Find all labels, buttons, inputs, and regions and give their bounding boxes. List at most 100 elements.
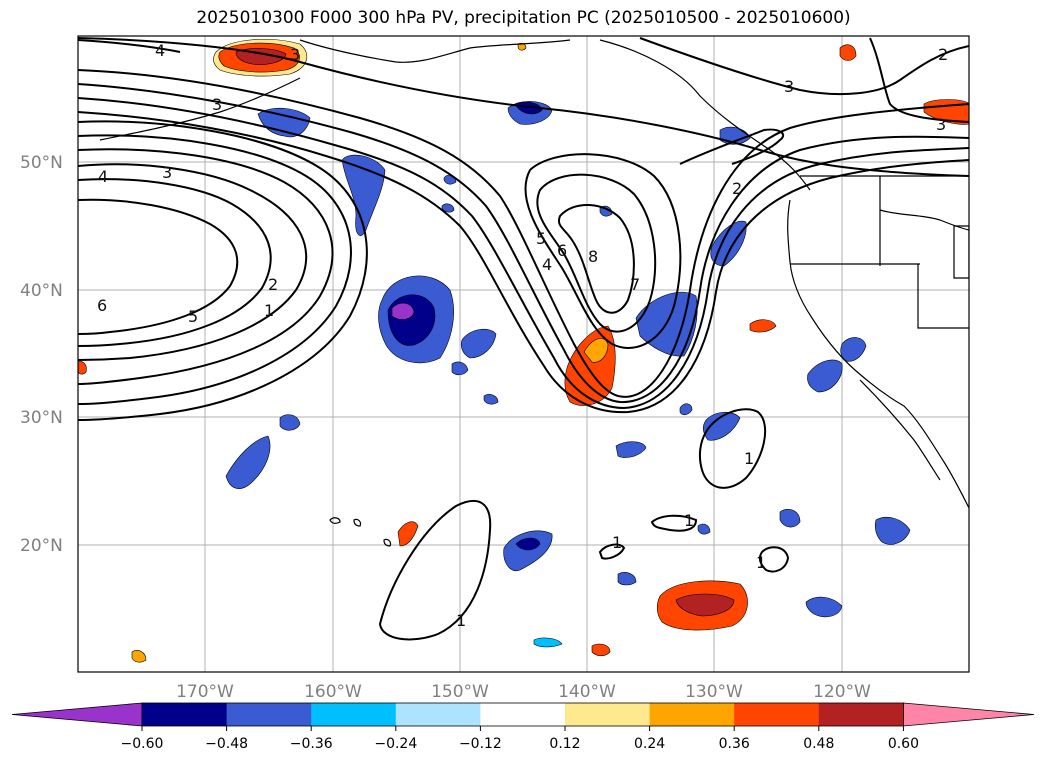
precip-blob (805, 596, 843, 618)
contour-label: 2 (938, 45, 948, 64)
contour-label: 1 (744, 449, 754, 468)
lon-label: 120°W (813, 682, 871, 702)
contour-line (78, 148, 334, 385)
colorbar-outline (141, 702, 904, 727)
contour-label: 5 (536, 229, 546, 248)
contour-line (78, 83, 969, 404)
precip-blob (779, 509, 801, 528)
contour-label: 4 (542, 255, 552, 274)
lon-label: 150°W (431, 682, 489, 702)
contour-label: 5 (188, 307, 198, 326)
precip-blob (460, 328, 497, 359)
precip-blob (591, 643, 611, 657)
contour-label: 6 (97, 296, 107, 315)
contour-label: 1 (612, 533, 622, 552)
precip-blob (615, 441, 647, 458)
colorbar-cell (649, 703, 735, 726)
colorbar-cell (311, 703, 397, 726)
contour-line (78, 134, 352, 405)
contour-line (758, 546, 790, 573)
lon-label: 160°W (304, 682, 362, 702)
latitude-labels: 50°N 40°N 30°N 20°N (20, 153, 63, 556)
contour-line (78, 111, 969, 414)
contour-line (78, 39, 181, 53)
contour-label: 8 (588, 247, 598, 266)
colorbar-label: 0.12 (549, 736, 580, 752)
precip-blob (839, 44, 857, 61)
contour-line (698, 408, 767, 489)
lon-label: 130°W (685, 682, 743, 702)
contour-line (869, 37, 969, 123)
colorbar-label: −0.12 (459, 736, 502, 752)
lat-label: 30°N (20, 408, 63, 428)
contour-label: 3 (290, 45, 300, 64)
precip-blob (515, 537, 541, 551)
longitude-labels: 170°W 160°W 150°W 140°W 130°W 120°W (176, 682, 871, 702)
pv-contours (78, 37, 969, 641)
colorbar-cell (142, 703, 228, 726)
colorbar: −0.60 −0.48 −0.36 −0.24 −0.12 0.12 0.24 0.36 0.4… (11, 702, 1035, 752)
contour-label: 1 (756, 553, 766, 572)
colorbar-cell (395, 703, 481, 726)
contour-label: 1 (684, 511, 694, 530)
colorbar-label: −0.24 (374, 736, 417, 752)
precip-blob (517, 42, 527, 51)
contour-label: 3 (784, 77, 794, 96)
precip-blob (710, 220, 747, 267)
contour-line (78, 37, 969, 177)
colorbar-label: −0.36 (290, 736, 333, 752)
contour-label: 1 (456, 611, 466, 630)
precip-blob (702, 411, 741, 441)
map-title: 2025010300 F000 300 hPa PV, precipitatio… (196, 8, 851, 28)
precip-positive-areas (78, 39, 969, 663)
contour-label: 4 (98, 167, 108, 186)
colorbar-label: 0.24 (634, 736, 665, 752)
contour-line (78, 97, 969, 410)
contour-line (78, 198, 239, 335)
contour-label: 4 (155, 41, 165, 60)
contour-label: 1 (264, 301, 274, 320)
precip-blob (225, 435, 271, 489)
coastlines (99, 39, 969, 547)
contour-line (78, 69, 969, 398)
precip-blob (279, 414, 301, 431)
coastline-alaska (299, 39, 571, 63)
contour-label: 3 (162, 163, 172, 182)
coastline-baja (859, 379, 941, 481)
colorbar-cell (818, 703, 904, 726)
colorbar-label: −0.60 (121, 736, 164, 752)
colorbar-label: −0.48 (205, 736, 248, 752)
island (353, 518, 362, 527)
island (329, 517, 341, 524)
state-border (879, 209, 969, 231)
precip-blob (697, 523, 711, 535)
map-frame (77, 35, 970, 673)
precip-blob (131, 650, 147, 663)
state-border (917, 264, 969, 329)
coastline-bc (599, 39, 811, 191)
precip-blob (675, 593, 735, 617)
precip-blob (503, 530, 553, 572)
contour-label: 3 (936, 115, 946, 134)
coastline-aleutians (99, 77, 301, 141)
contour-line (639, 37, 969, 96)
colorbar-extend-high (903, 702, 1035, 727)
colorbar-cell (565, 703, 651, 726)
precip-blob (599, 205, 613, 217)
colorbar-cell (734, 703, 820, 726)
contour-label: 3 (212, 95, 222, 114)
precip-blob (679, 403, 693, 416)
precip-blob (451, 361, 469, 376)
precip-blob (807, 359, 843, 393)
precip-blob (840, 337, 867, 362)
lat-label: 40°N (20, 281, 63, 301)
precip-negative-areas (225, 101, 911, 648)
precip-blob (514, 101, 543, 115)
colorbar-cell (226, 703, 312, 726)
contour-label: 2 (732, 179, 742, 198)
precip-blob (483, 394, 499, 405)
contour-labels: 4 3 3 3 4 3 6 5 2 1 2 3 5 4 6 8 7 2 1 1 … (97, 41, 948, 630)
precip-blob (441, 203, 455, 213)
contour-label: 7 (630, 275, 640, 294)
contour-line (536, 173, 657, 333)
